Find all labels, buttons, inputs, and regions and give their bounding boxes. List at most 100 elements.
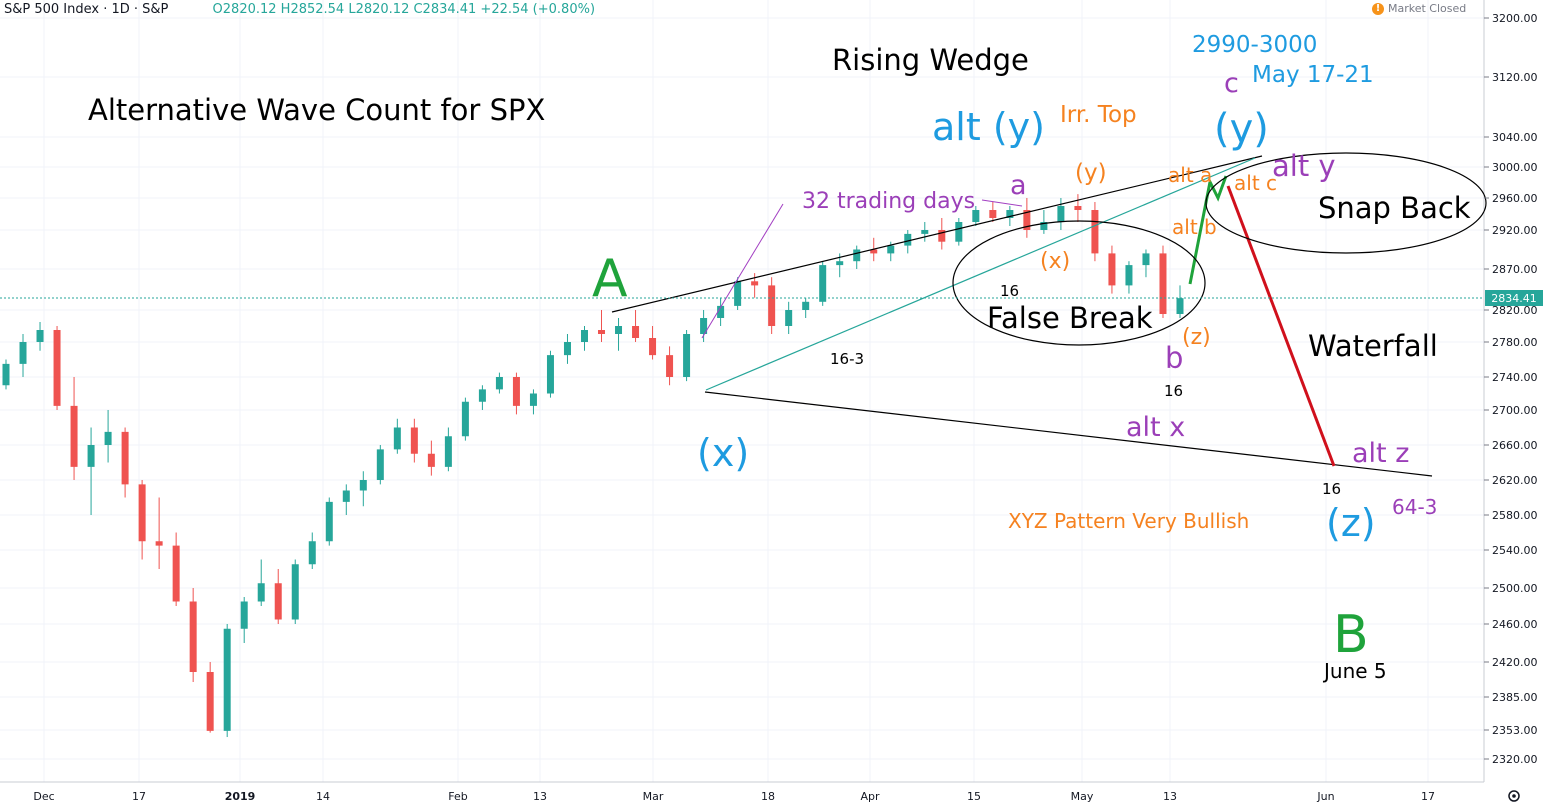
settings-gear-icon[interactable] — [1508, 790, 1520, 802]
x-tick-label: Jun — [1316, 790, 1334, 803]
candle-body — [546, 355, 554, 394]
candle-body — [1159, 253, 1167, 314]
candle — [1142, 249, 1150, 278]
candle — [1108, 245, 1116, 294]
candle-body — [1074, 206, 1082, 210]
ohlc-values: O2820.12 H2852.54 L2820.12 C2834.41 +22.… — [212, 2, 596, 17]
y-tick-label: 2540.00 — [1492, 544, 1538, 557]
candle — [734, 277, 742, 310]
annotation-xyz: XYZ Pattern Very Bullish — [1008, 509, 1249, 533]
candle-body — [223, 628, 231, 731]
candle — [512, 372, 520, 415]
candle-body — [291, 564, 299, 620]
candle-body — [121, 431, 129, 485]
x-tick-label: Apr — [860, 790, 880, 803]
y-tick-label: 2960.00 — [1492, 192, 1538, 205]
y-tick-label: 2870.00 — [1492, 263, 1538, 276]
candle — [529, 389, 537, 415]
snap-back-ellipse — [1205, 152, 1487, 254]
candle — [632, 310, 640, 342]
candle-body — [649, 338, 657, 356]
candle-body — [36, 330, 44, 342]
symbol-title[interactable]: S&P 500 Index · 1D · S&P — [4, 2, 169, 17]
candle — [393, 418, 401, 454]
annotation-snap-back: Snap Back — [1318, 191, 1471, 225]
candle-body — [802, 301, 810, 310]
x-tick-label: 18 — [761, 790, 775, 803]
annotation-alt-y-big: alt (y) — [932, 105, 1045, 149]
candle-body — [19, 342, 27, 364]
candle — [700, 310, 708, 342]
candle — [495, 372, 503, 394]
x-tick-label: May — [1071, 790, 1094, 803]
candle-body — [206, 672, 214, 731]
candle — [972, 206, 980, 226]
candle-body — [632, 326, 640, 338]
annotation-sixteen-1: 16 — [1000, 282, 1019, 300]
candle — [172, 532, 180, 606]
candle — [240, 597, 248, 643]
candle — [717, 297, 725, 326]
annotation-sixteen-3: 16-3 — [830, 350, 864, 368]
candle — [359, 471, 367, 507]
candle — [291, 559, 299, 624]
candle — [87, 427, 95, 515]
candle-body — [393, 427, 401, 450]
annotation-alt-b: alt b — [1172, 215, 1217, 239]
y-tick-label: 2320.00 — [1492, 753, 1538, 766]
annotation-june5: June 5 — [1322, 659, 1387, 683]
candle — [121, 427, 129, 498]
candle — [155, 497, 163, 569]
candle-body — [615, 326, 623, 334]
price-axis-labels: 3200.00 3120.00 3040.00 3000.00 2960.00 2920.… — [1484, 12, 1538, 766]
candle-body — [512, 377, 520, 406]
y-tick-label: 2420.00 — [1492, 656, 1538, 669]
projected-green-path — [1188, 175, 1228, 285]
candle-body — [104, 431, 112, 445]
candle — [206, 662, 214, 733]
candle-body — [972, 210, 980, 222]
annotation-x-orange: (x) — [1040, 249, 1070, 274]
y-tick-label: 3200.00 — [1492, 12, 1538, 25]
candle-body — [734, 281, 742, 306]
candle-body — [257, 583, 265, 602]
annotation-sixteen-2: 16 — [1164, 382, 1183, 400]
candle-body — [921, 230, 929, 234]
candle — [1176, 285, 1184, 318]
candle-body — [1108, 253, 1116, 286]
candle — [223, 624, 231, 738]
candle — [104, 410, 112, 463]
annotation-alt-z: alt z — [1352, 438, 1409, 469]
candle — [1159, 245, 1167, 318]
candle — [598, 310, 606, 342]
chart-header: S&P 500 Index · 1D · S&P O2820.12 H2852.… — [4, 2, 595, 17]
candle-body — [1057, 206, 1065, 222]
candle — [938, 218, 946, 250]
annotation-B: B — [1333, 605, 1369, 665]
candle — [410, 418, 418, 463]
candle-body — [1023, 210, 1031, 230]
a-pointer — [981, 199, 1023, 207]
candle-body — [938, 230, 946, 242]
candle — [1091, 202, 1099, 262]
candle-body — [751, 281, 759, 286]
candle-body — [1176, 298, 1184, 314]
x-tick-label: 13 — [1163, 790, 1177, 803]
annotation-A: A — [592, 249, 628, 309]
annotation-false-break: False Break — [987, 301, 1153, 335]
y-tick-label: 2620.00 — [1492, 474, 1538, 487]
candle — [563, 334, 571, 364]
y-tick-label: 2820.00 — [1492, 304, 1538, 317]
wedge-upper-line — [611, 155, 1263, 313]
candle-body — [989, 210, 997, 218]
candle-body — [1040, 222, 1048, 230]
candle-body — [683, 334, 691, 377]
x-tick-label: 13 — [533, 790, 547, 803]
market-status: ! Market Closed — [1372, 2, 1466, 15]
candle — [342, 484, 350, 515]
candle — [580, 326, 588, 351]
candle-body — [529, 393, 537, 406]
candle-body — [1125, 265, 1133, 286]
candle — [478, 385, 486, 410]
